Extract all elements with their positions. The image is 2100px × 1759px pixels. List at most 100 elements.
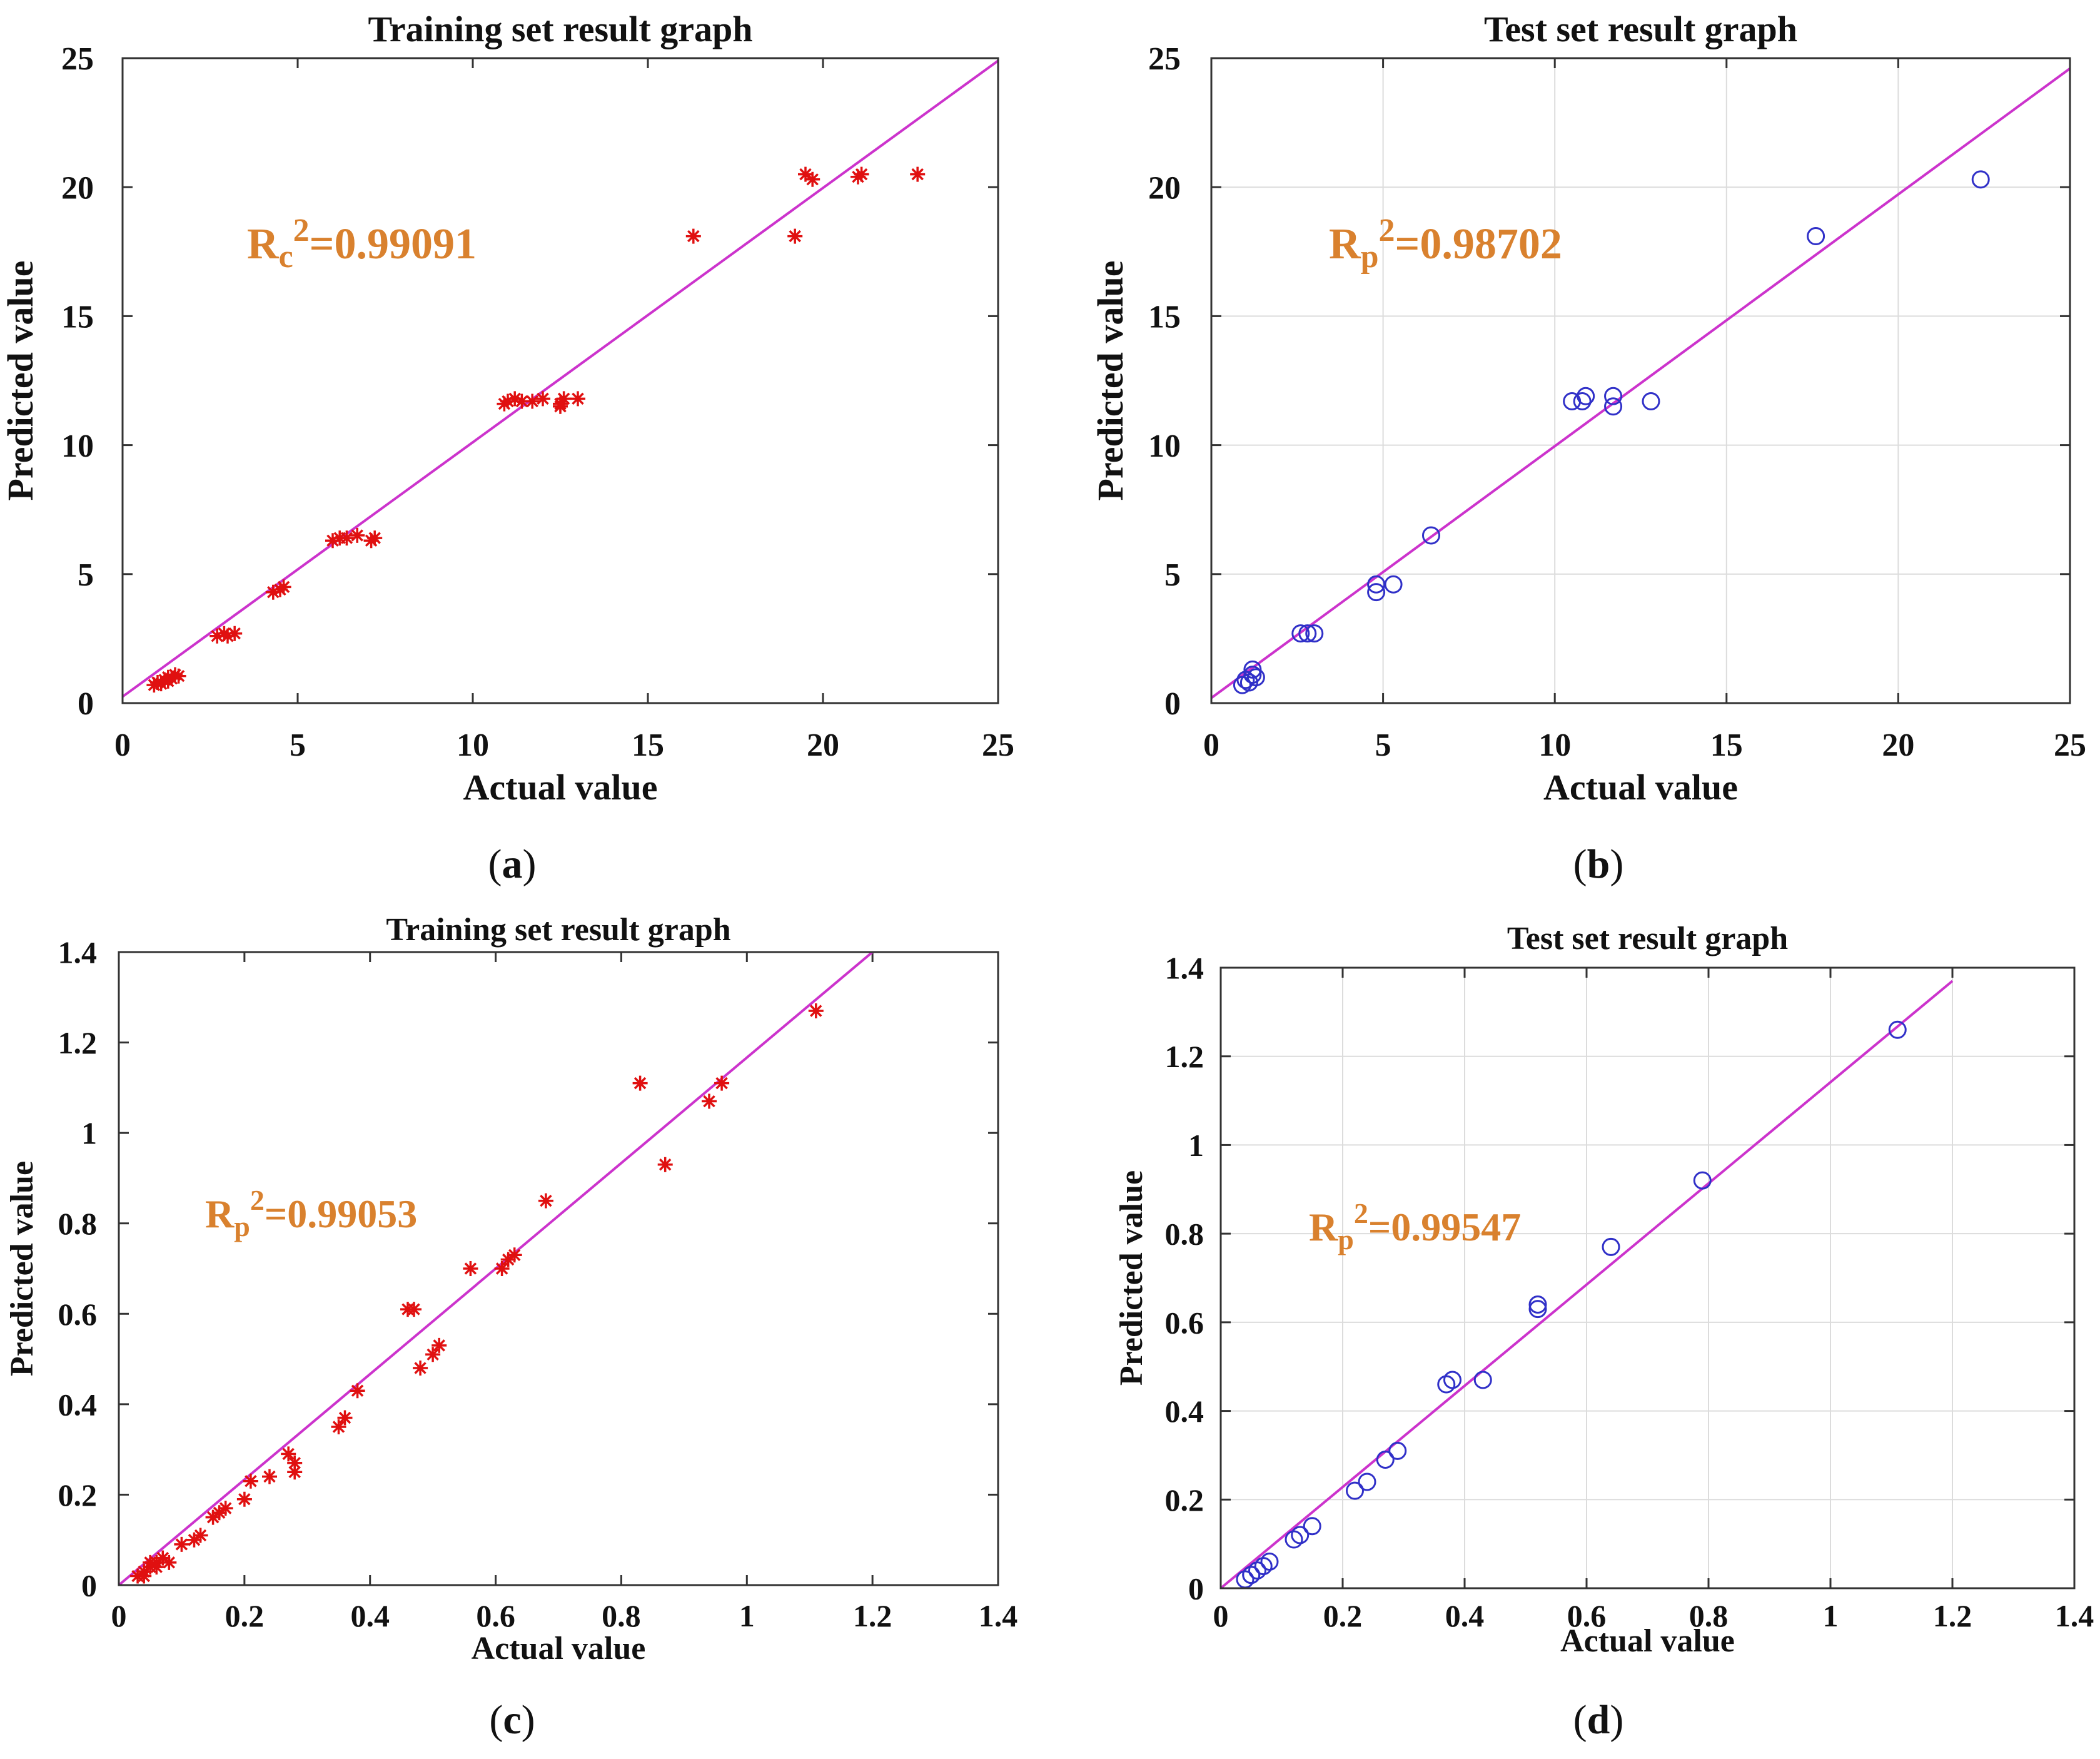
r2-value: =0.99091 (310, 220, 477, 268)
star-point (337, 1410, 353, 1426)
x-tick-label: 10 (457, 727, 489, 763)
circle-point (1604, 397, 1623, 416)
y-tick-label: 0.6 (1165, 1305, 1204, 1340)
star-point (281, 1446, 296, 1462)
x-tick-label: 5 (1375, 727, 1391, 763)
circle-point (1888, 1020, 1907, 1039)
y-tick-label: 1.2 (58, 1025, 98, 1060)
chart-title: Test set result graph (1507, 921, 1788, 956)
x-tick-label: 0 (111, 1598, 127, 1633)
star-point (174, 1536, 189, 1552)
circle-point (1303, 1517, 1321, 1536)
star-point (262, 1469, 277, 1484)
r2-subscript: p (1338, 1224, 1354, 1255)
data-points (146, 166, 926, 693)
x-tick-label: 1.2 (853, 1598, 892, 1633)
plot-area (119, 952, 998, 1585)
star-point (535, 391, 550, 407)
subfigure-letter: d (1587, 1697, 1610, 1743)
subfigure-close-paren: ) (1610, 841, 1623, 887)
star-point (136, 1568, 152, 1584)
panel-d: 0 0.2 0.4 0.6 0.8 1 1.2 1.4 0 0.2 0.4 0.6 0.8 1 1.2 1.4… (1114, 921, 2094, 1743)
circle-point (1437, 1375, 1456, 1394)
x-tick-label: 20 (807, 727, 839, 763)
star-point (186, 1532, 202, 1548)
circle-point (1807, 227, 1825, 246)
y-tick-label: 25 (1148, 41, 1181, 77)
star-point (702, 1093, 717, 1109)
y-axis-label: Predicted value (4, 1161, 40, 1376)
x-tick-label: 1.4 (2055, 1598, 2094, 1633)
data-points (1233, 170, 1990, 694)
star-point (514, 393, 530, 409)
y-tick-label: 1.4 (58, 935, 98, 970)
star-point (425, 1347, 441, 1362)
r2-subscript: c (279, 239, 293, 275)
r2-value: =0.98702 (1395, 220, 1562, 268)
star-point (714, 1075, 730, 1091)
x-tick-label: 1.2 (1933, 1598, 1972, 1633)
star-point (556, 391, 572, 407)
star-point (432, 1337, 447, 1353)
star-point (168, 667, 183, 682)
r-squared-annotation: Rp2=0.99053 (205, 1184, 417, 1242)
x-axis-label: Actual value (472, 1631, 646, 1666)
y-tick-label: 1 (1188, 1128, 1204, 1163)
subfigure-letter: a (502, 841, 523, 887)
star-point (500, 393, 515, 409)
x-tick-label: 0.8 (1689, 1598, 1729, 1633)
star-point (205, 1509, 221, 1525)
chart-title: Training set result graph (368, 9, 753, 49)
y-tick-label: 10 (61, 428, 94, 464)
star-point (171, 668, 186, 684)
fit-line (1210, 67, 2071, 699)
x-tick-label: 0.8 (602, 1598, 641, 1633)
star-point (367, 530, 383, 546)
x-tick-label: 20 (1882, 727, 1914, 763)
subfigure-close-paren: ) (522, 1697, 535, 1743)
star-point (413, 1361, 428, 1376)
star-point (227, 626, 243, 641)
data-points (1236, 1020, 1907, 1589)
x-tick-label: 1.4 (979, 1598, 1018, 1633)
circle-point (1376, 1451, 1395, 1469)
star-point (805, 171, 820, 187)
circle-point (1291, 624, 1310, 643)
y-tick-label: 10 (1148, 428, 1181, 464)
star-point (161, 1554, 177, 1570)
y-tick-label: 0.4 (1165, 1394, 1204, 1429)
y-tick-label: 5 (1164, 557, 1181, 593)
star-point (150, 675, 165, 690)
star-point (236, 1491, 252, 1507)
y-tick-label: 5 (78, 557, 94, 593)
subfigure-letter: b (1587, 841, 1610, 887)
star-point (211, 1505, 227, 1521)
y-tick-label: 15 (61, 300, 94, 335)
x-tick-label: 25 (2054, 727, 2086, 763)
star-point (507, 1247, 522, 1263)
circle-point (1254, 1557, 1273, 1576)
star-point (808, 1003, 824, 1018)
y-tick-label: 1.2 (1165, 1039, 1204, 1074)
star-point (632, 1075, 648, 1091)
star-point (287, 1464, 303, 1480)
circle-point (1248, 1561, 1266, 1580)
circle-point (1298, 624, 1317, 643)
grid-lines (1211, 58, 2070, 703)
x-tick-label: 0.4 (350, 1598, 390, 1633)
y-tick-label: 0 (1164, 686, 1181, 722)
circle-point (1239, 673, 1258, 692)
star-point (854, 166, 869, 182)
star-point (220, 628, 235, 644)
subfigure-close-paren: ) (1610, 1697, 1623, 1743)
circle-point (1528, 1295, 1547, 1314)
y-tick-label: 1 (81, 1116, 97, 1151)
axes-frame (1219, 966, 2076, 1589)
plot-area (1221, 968, 2074, 1588)
star-point (787, 228, 803, 244)
subfigure-close-paren: ) (523, 841, 537, 887)
star-point (160, 673, 176, 689)
y-tick-label: 0.8 (1165, 1217, 1204, 1252)
r2-symbol: R (1329, 220, 1361, 268)
